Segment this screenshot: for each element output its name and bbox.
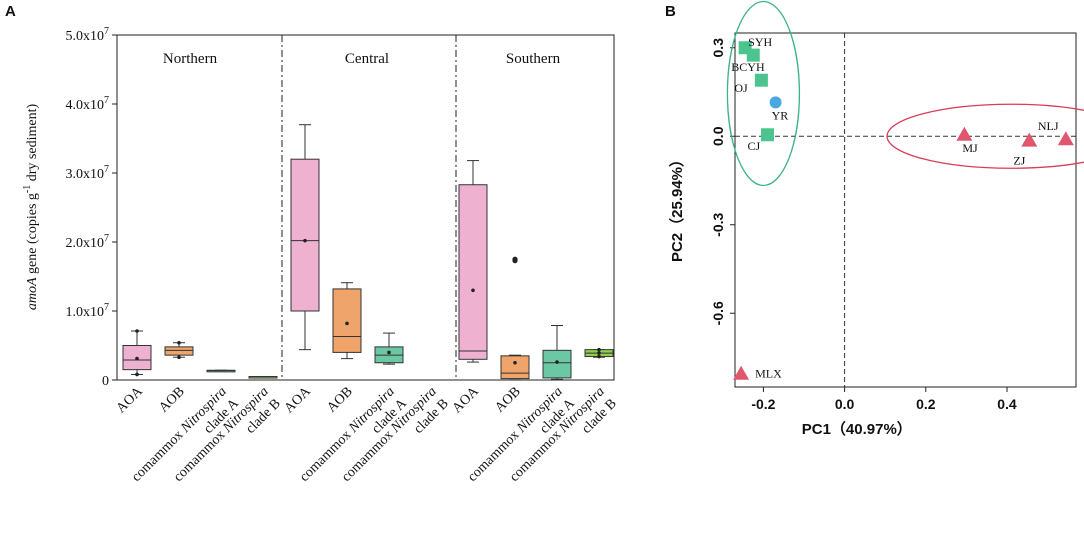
point-marker-triangle (733, 365, 750, 380)
y-tick-label-a: 5.0x107 (66, 26, 110, 44)
box-AOA (290, 158, 320, 312)
data-point (135, 372, 139, 377)
cluster-ellipse-green (726, 0, 801, 187)
x-tick-label-a: AOB (492, 384, 524, 416)
point-label: MJ (962, 141, 978, 155)
data-point (555, 360, 559, 364)
text-span: 3.0x10 (66, 167, 105, 182)
text-span: 4.0x10 (66, 98, 105, 113)
point-marker-triangle (1021, 132, 1038, 147)
x-tick-label-group: AOA (282, 384, 315, 417)
point-label: CJ (747, 139, 760, 153)
region-label: Northern (163, 51, 218, 67)
text-span: 7 (104, 302, 109, 313)
text-span: 7 (104, 233, 109, 244)
y-axis-title-a: amoA gene (copies g-1 dry sediment) (22, 104, 40, 311)
data-point (387, 350, 391, 355)
x-tick-label-group: AOB (492, 384, 524, 416)
data-point (135, 329, 139, 333)
y-tick-label-a: 3.0x107 (66, 164, 110, 182)
text-span: 7 (104, 164, 109, 175)
text-span: 7 (104, 95, 109, 106)
point-marker-triangle (1057, 131, 1074, 146)
text-span: AOB (492, 384, 524, 416)
x-tick-label-group: AOB (156, 384, 188, 416)
box-AOB (332, 288, 362, 353)
panel-label-a: A (5, 3, 16, 20)
text-span: dry sediment) (25, 104, 40, 185)
text-span: 5.0x10 (66, 29, 105, 44)
text-span: AOB (324, 384, 356, 416)
point-label: ZJ (1013, 154, 1025, 168)
x-tick-label-group: AOB (324, 384, 356, 416)
point-label: OJ (734, 81, 748, 95)
x-tick-label-b: 0.0 (835, 396, 855, 412)
point-label: YR (772, 108, 789, 122)
text-span: 7 (104, 26, 109, 37)
x-axis-title-b: PC1（40.97%） (802, 420, 912, 438)
data-point (303, 238, 307, 243)
cluster-ellipse-red (886, 103, 1084, 169)
y-tick-label-a: 4.0x107 (66, 95, 110, 113)
data-point (471, 288, 475, 293)
text-span: AOB (156, 384, 188, 416)
text-span: amoA (25, 277, 40, 310)
data-point (597, 351, 601, 355)
point-label: BCYH (731, 60, 765, 74)
data-point (597, 347, 601, 352)
x-tick-label-group: AOA (450, 384, 483, 417)
x-tick-label-a: AOA (114, 384, 147, 417)
point-marker-triangle (956, 126, 973, 141)
y-tick-label-a: 2.0x107 (66, 233, 110, 251)
plot-frame-b (734, 32, 1077, 388)
region-label: Southern (506, 51, 561, 67)
x-tick-label-a: AOA (450, 384, 483, 417)
data-point (345, 321, 349, 326)
data-point (135, 356, 139, 361)
point-marker-circle (769, 96, 782, 109)
data-point (597, 354, 601, 359)
point-marker-square (760, 128, 774, 142)
region-label: Central (345, 51, 389, 67)
box-AOB (500, 355, 530, 380)
x-tick-label-a: AOA (282, 384, 315, 417)
y-axis-title-b: PC2（25.94%） (668, 152, 686, 262)
x-tick-label-b: 0.2 (916, 396, 936, 412)
x-tick-label-a: AOB (324, 384, 356, 416)
plot-frame-a (116, 34, 615, 381)
data-point (177, 355, 181, 360)
text-span: 1.0x10 (66, 305, 105, 320)
text-span: AOA (282, 384, 315, 417)
x-tick-label-group: AOA (114, 384, 147, 417)
text-span: AOA (114, 384, 147, 417)
box-cladeA (542, 349, 572, 379)
text-span: AOA (450, 384, 483, 417)
outlier-point (512, 256, 518, 262)
x-tick-label-a: AOB (156, 384, 188, 416)
text-span: gene (copies g (25, 193, 40, 277)
data-point (513, 360, 517, 365)
y-tick-label-a: 0 (102, 374, 109, 389)
y-tick-label-a: 1.0x107 (66, 302, 110, 320)
box-AOB (164, 346, 194, 356)
point-label: NLJ (1038, 119, 1059, 133)
y-tick-label-b: -0.6 (710, 301, 726, 325)
text-span: -1 (22, 185, 33, 193)
data-point (177, 340, 181, 345)
x-tick-label-b: 0.4 (997, 396, 1017, 412)
point-marker-square (746, 48, 760, 62)
y-tick-label-b: 0.3 (710, 38, 726, 58)
point-label: SYH (748, 35, 772, 49)
panel-label-b: B (665, 3, 676, 20)
text-span: 0 (102, 374, 109, 389)
y-tick-label-b: 0.0 (710, 126, 726, 146)
box-AOA (458, 184, 488, 360)
x-tick-label-b: -0.2 (751, 396, 775, 412)
point-marker-square (754, 73, 768, 87)
text-span: 2.0x10 (66, 236, 105, 251)
y-tick-label-b: -0.3 (710, 212, 726, 236)
point-label: MLX (755, 367, 782, 381)
